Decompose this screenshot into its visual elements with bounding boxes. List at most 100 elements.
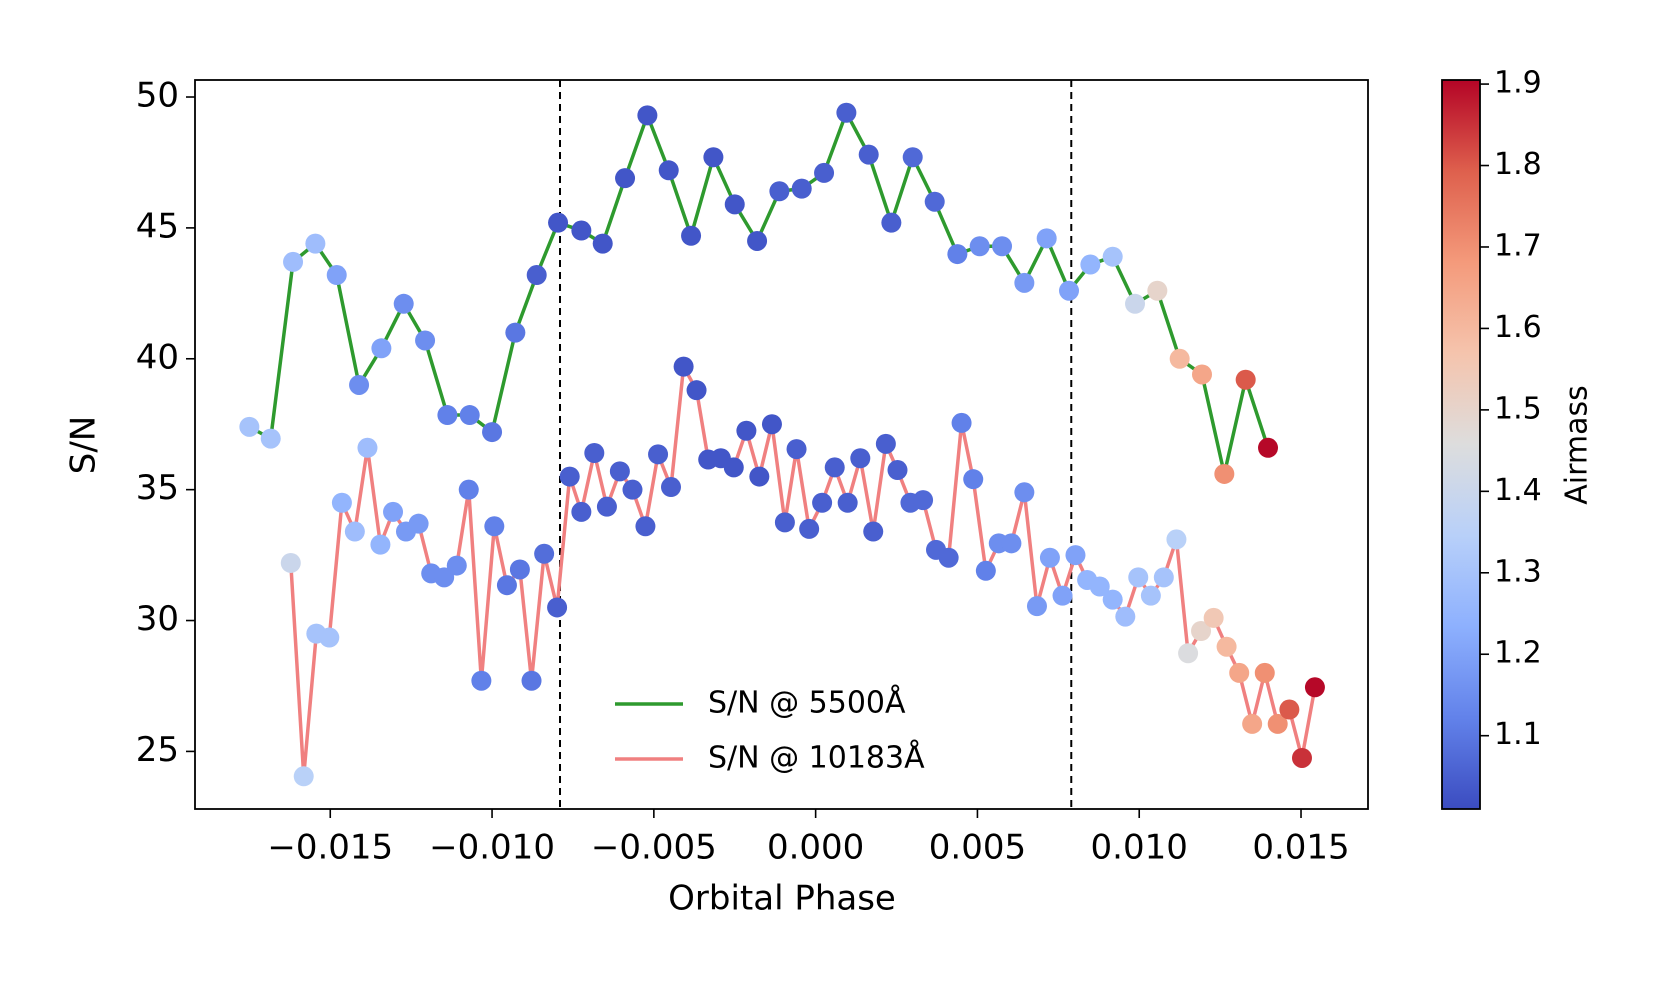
colorbar (1441, 79, 1481, 810)
data-point (1192, 364, 1213, 385)
y-tick-label: 50 (136, 76, 179, 116)
data-point (471, 670, 492, 691)
legend-label: S/N @ 5500Å (708, 685, 906, 721)
data-point (1125, 293, 1146, 314)
data-point (305, 233, 326, 254)
data-point (947, 244, 968, 265)
data-point (1065, 545, 1086, 566)
data-point (615, 168, 636, 189)
data-point (1235, 369, 1256, 390)
y-tick-label: 25 (136, 730, 179, 770)
data-point (458, 479, 479, 500)
data-point (1147, 280, 1168, 301)
colorbar-tick-label: 1.2 (1494, 636, 1542, 671)
data-point (526, 265, 547, 286)
data-point (505, 322, 526, 343)
data-point (571, 501, 592, 522)
x-tick-label: −0.010 (429, 828, 555, 868)
data-point (749, 466, 770, 487)
data-point (1229, 662, 1250, 683)
plot-frame (194, 79, 1369, 810)
data-point (521, 670, 542, 691)
data-point (769, 181, 790, 202)
data-point (408, 513, 429, 534)
data-point (673, 356, 694, 377)
data-point (1166, 529, 1187, 550)
data-point (1153, 567, 1174, 588)
data-point (260, 428, 281, 449)
data-point (547, 597, 568, 618)
data-point (1258, 437, 1279, 458)
x-tick-label: −0.015 (267, 828, 393, 868)
series-line (289, 360, 1317, 777)
data-point (703, 147, 724, 168)
data-point (1059, 280, 1080, 301)
data-point (824, 457, 845, 478)
data-point (319, 627, 340, 648)
data-point (415, 330, 436, 351)
colorbar-tick-label: 1.5 (1494, 391, 1542, 426)
data-point (1216, 636, 1237, 657)
colorbar-tick-label: 1.3 (1494, 554, 1542, 589)
data-point (1080, 254, 1101, 275)
data-point (331, 492, 352, 513)
data-point (596, 496, 617, 517)
data-point (293, 766, 314, 787)
data-point (1304, 677, 1325, 698)
data-point (1014, 482, 1035, 503)
x-axis-label: Orbital Phase (668, 879, 896, 919)
data-point (887, 460, 908, 481)
data-point (1267, 713, 1288, 734)
data-point (371, 338, 392, 359)
data-point (584, 443, 605, 464)
y-axis-label: S/N (64, 416, 104, 474)
data-point (1254, 662, 1275, 683)
data-point (858, 144, 879, 165)
data-point (559, 466, 580, 487)
colorbar-tick-label: 1.9 (1494, 66, 1542, 101)
y-tick-label: 40 (136, 337, 179, 377)
data-point (786, 439, 807, 460)
data-point (1102, 246, 1123, 267)
data-point (383, 501, 404, 522)
data-point (1178, 643, 1199, 664)
colorbar-tick-label: 1.4 (1494, 473, 1542, 508)
data-point (1140, 585, 1161, 606)
data-point (648, 444, 669, 465)
data-point (850, 448, 871, 469)
data-point (283, 251, 304, 272)
data-point (280, 552, 301, 573)
data-point (814, 162, 835, 183)
data-point (836, 102, 857, 123)
data-point (1115, 606, 1136, 627)
data-point (969, 236, 990, 257)
data-point (1214, 463, 1235, 484)
x-tick-label: 0.000 (767, 828, 864, 868)
data-point (239, 416, 260, 437)
data-point (1203, 607, 1224, 628)
data-point (592, 233, 613, 254)
x-tick-label: 0.005 (929, 828, 1026, 868)
data-point (1026, 596, 1047, 617)
colorbar-tick-label: 1.6 (1494, 310, 1542, 345)
data-point (326, 265, 347, 286)
data-point (1102, 589, 1123, 610)
data-point (370, 534, 391, 555)
data-point (660, 477, 681, 498)
data-point (799, 518, 820, 539)
data-point (724, 194, 745, 215)
data-point (723, 457, 744, 478)
data-point (1191, 621, 1212, 642)
data-point (534, 543, 555, 564)
data-point (1279, 699, 1300, 720)
data-point (446, 555, 467, 576)
data-point (881, 212, 902, 233)
legend-label: S/N @ 10183Å (708, 740, 925, 776)
data-point (975, 560, 996, 581)
data-point (681, 225, 702, 246)
data-point (658, 160, 679, 181)
data-point (736, 420, 757, 441)
data-point (1128, 567, 1149, 588)
data-point (1052, 585, 1073, 606)
data-point (791, 178, 812, 199)
